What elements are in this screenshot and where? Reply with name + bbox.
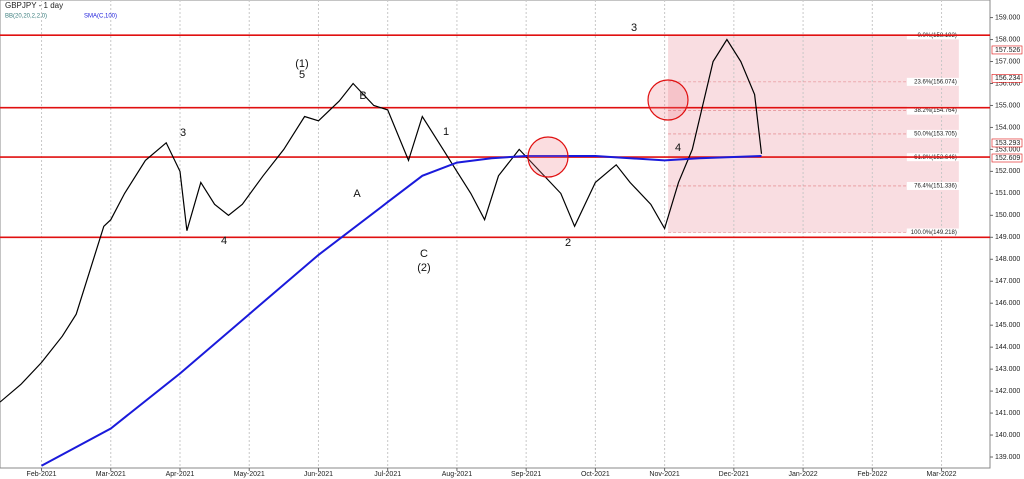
y-tick-label: 150.000	[995, 212, 1020, 219]
fib-label: 100.0%(149.218)	[911, 230, 957, 236]
y-tick-label: 152.000	[995, 168, 1020, 175]
legend-bb: BB(20,20,2,2.0)	[5, 14, 47, 20]
chart-title: GBPJPY - 1 day	[5, 1, 63, 10]
fib-label-box	[906, 181, 959, 190]
fib-label: 50.0%(153.705)	[914, 131, 957, 137]
y-tick-label: 156.000	[995, 80, 1020, 87]
y-tick-label: 144.000	[995, 344, 1020, 351]
price-label: 157.526	[995, 47, 1020, 54]
fib-label-box	[906, 77, 959, 86]
x-tick-label: Apr-2021	[166, 471, 195, 478]
price-label-box	[991, 45, 1023, 55]
price-label: 156.234	[995, 75, 1020, 82]
y-tick-label: 142.000	[995, 388, 1020, 395]
y-tick-label: 145.000	[995, 322, 1020, 329]
x-tick-label: Jun-2021	[304, 471, 333, 478]
y-tick-label: 154.000	[995, 124, 1020, 131]
wave-label: B	[359, 90, 366, 102]
series-line	[41, 155, 762, 467]
x-tick-label: Feb-2022	[857, 471, 887, 478]
y-tick-label: 139.000	[995, 454, 1020, 461]
x-tick-label: Sep-2021	[511, 471, 541, 478]
wave-label: 2	[565, 237, 571, 249]
wave-label: C	[420, 248, 428, 260]
wave-label: 3	[180, 127, 186, 139]
y-tick-label: 149.000	[995, 234, 1020, 241]
y-tick-label: 148.000	[995, 256, 1020, 263]
price-label-box	[991, 153, 1023, 163]
wave-label: 4	[221, 235, 227, 247]
y-tick-label: 155.000	[995, 102, 1020, 109]
y-tick-label: 140.000	[995, 432, 1020, 439]
y-tick-label: 146.000	[995, 300, 1020, 307]
highlight-circle	[647, 79, 689, 121]
x-tick-label: Aug-2021	[442, 471, 472, 478]
x-tick-label: Mar-2022	[927, 471, 957, 478]
x-tick-label: Jul-2021	[374, 471, 401, 478]
x-tick-label: Oct-2021	[581, 471, 610, 478]
wave-label: (2)	[417, 262, 430, 274]
y-tick-label: 143.000	[995, 366, 1020, 373]
highlight-circle	[527, 136, 569, 178]
wave-label: (1)	[295, 58, 308, 70]
fib-label: 76.4%(151.336)	[914, 184, 957, 190]
price-label-box	[991, 138, 1023, 148]
legend-sma: SMA(C,100)	[84, 14, 117, 20]
price-label: 153.293	[995, 140, 1020, 147]
fib-label-box	[906, 129, 959, 138]
x-tick-label: Dec-2021	[719, 471, 749, 478]
x-tick-label: Nov-2021	[649, 471, 679, 478]
price-label-box	[991, 74, 1023, 83]
wave-label: 4	[675, 142, 681, 154]
y-tick-label: 153.000	[995, 146, 1020, 153]
y-tick-label: 151.000	[995, 190, 1020, 197]
wave-label: 3	[631, 22, 637, 34]
fib-label: 38.2%(154.764)	[914, 108, 957, 114]
fib-label-box	[906, 106, 959, 115]
x-tick-label: Mar-2021	[96, 471, 126, 478]
fib-label: 23.6%(156.074)	[914, 79, 957, 85]
x-tick-label: Feb-2021	[27, 471, 57, 478]
y-tick-label: 157.000	[995, 58, 1020, 65]
y-tick-label: 158.000	[995, 36, 1020, 43]
series-line	[0, 38, 763, 403]
wave-label: 5	[299, 69, 305, 81]
wave-label: A	[353, 188, 361, 200]
y-tick-label: 141.000	[995, 410, 1020, 417]
x-tick-label: May-2021	[234, 471, 265, 478]
x-tick-label: Jan-2022	[788, 471, 817, 478]
fib-label-box	[906, 228, 959, 237]
price-label: 152.609	[995, 155, 1020, 162]
y-tick-label: 159.000	[995, 14, 1020, 21]
wave-label: 1	[443, 126, 449, 138]
y-tick-label: 147.000	[995, 278, 1020, 285]
